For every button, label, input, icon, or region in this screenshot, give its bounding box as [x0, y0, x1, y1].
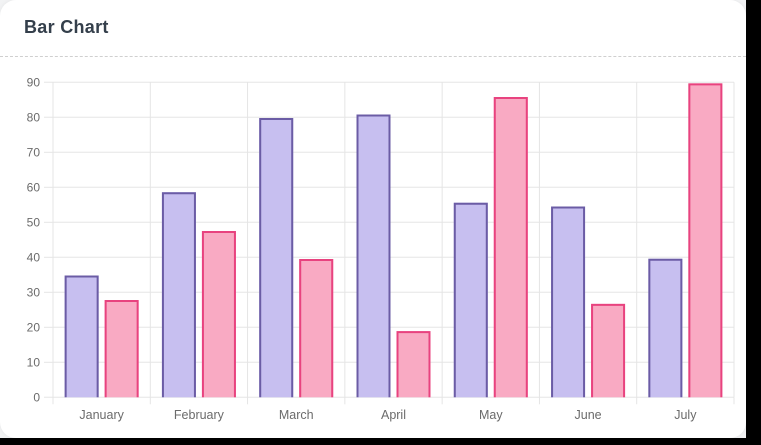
bar-border-january-pink: [104, 300, 139, 398]
bar-january-purple[interactable]: [64, 275, 99, 398]
y-axis-label: 70: [27, 145, 41, 159]
bar-border-february-purple: [161, 192, 196, 398]
bar-border-june-purple: [551, 206, 586, 398]
y-axis-label: 40: [27, 250, 41, 264]
bar-border-april-pink: [396, 331, 431, 398]
bar-april-pink[interactable]: [396, 331, 431, 398]
bar-march-purple[interactable]: [259, 118, 294, 398]
bar-border-july-pink: [688, 83, 723, 398]
x-axis-label: May: [479, 408, 503, 422]
bar-chart-canvas[interactable]: 0 10 20 30 40 50 60 70 80 90 January February March A…: [0, 0, 746, 438]
y-axis-label: 90: [27, 75, 41, 89]
bar-border-march-purple: [259, 118, 294, 398]
chart-title: Bar Chart: [24, 17, 109, 37]
y-axis-label: 80: [27, 110, 41, 124]
bar-may-purple[interactable]: [453, 202, 488, 398]
y-axis-label: 30: [27, 285, 41, 299]
bar-border-may-pink: [493, 97, 528, 398]
bar-march-pink[interactable]: [299, 259, 334, 398]
bar-january-pink[interactable]: [104, 300, 139, 398]
bar-border-february-pink: [201, 231, 236, 398]
bar-july-purple[interactable]: [648, 258, 683, 398]
x-axis-label: July: [674, 408, 697, 422]
page-background: 0 10 20 30 40 50 60 70 80 90 January February March A…: [0, 0, 746, 438]
x-axis-label: March: [279, 408, 314, 422]
bar-border-june-pink: [591, 303, 626, 398]
y-axis-label: 0: [33, 390, 40, 404]
bar-february-pink[interactable]: [201, 231, 236, 398]
y-axis-label: 50: [27, 215, 41, 229]
bar-april-purple[interactable]: [356, 114, 391, 398]
bar-june-pink[interactable]: [591, 303, 626, 398]
bar-may-pink[interactable]: [493, 97, 528, 398]
bar-border-may-purple: [453, 202, 488, 398]
y-axis-label: 60: [27, 180, 41, 194]
bar-border-april-purple: [356, 114, 391, 398]
y-axis-label: 10: [27, 355, 41, 369]
card-header: Bar Chart: [0, 0, 746, 57]
bar-border-july-purple: [648, 258, 683, 398]
bar-border-march-pink: [299, 259, 334, 398]
bar-february-purple[interactable]: [161, 192, 196, 398]
chart-card: 0 10 20 30 40 50 60 70 80 90 January February March A…: [0, 0, 746, 438]
bar-june-purple[interactable]: [551, 206, 586, 398]
bar-july-pink[interactable]: [688, 83, 723, 398]
x-axis-label: February: [174, 408, 225, 422]
y-axis-label: 20: [27, 320, 41, 334]
x-axis-label: April: [381, 408, 406, 422]
x-axis-label: June: [575, 408, 602, 422]
x-axis-label: January: [79, 408, 124, 422]
bar-border-january-purple: [64, 275, 99, 398]
